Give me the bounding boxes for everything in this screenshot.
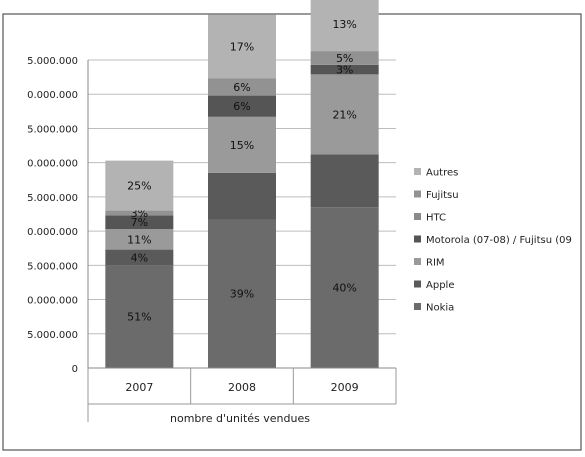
legend-swatch bbox=[414, 168, 421, 175]
y-tick-label: 5.000.000 bbox=[27, 56, 78, 67]
data-label: 6% bbox=[233, 81, 250, 94]
bar-segment-rim-2009 bbox=[310, 74, 379, 155]
bar-segment-autres-2007 bbox=[105, 160, 174, 211]
data-label: 3% bbox=[336, 64, 353, 77]
y-tick-label: 0.000.000 bbox=[27, 159, 78, 170]
legend-entry: Nokia bbox=[426, 303, 454, 314]
legend-swatch bbox=[414, 190, 421, 198]
legend-swatch bbox=[414, 235, 421, 243]
bar-segment-nokia-2009 bbox=[310, 207, 379, 368]
data-label: 11% bbox=[127, 233, 151, 246]
data-label: 17% bbox=[230, 41, 254, 54]
legend-entry: RIM bbox=[426, 258, 445, 269]
bar-segment-apple-2009 bbox=[310, 154, 379, 208]
bar-segment-apple-2008 bbox=[208, 172, 276, 220]
data-label: 39% bbox=[230, 288, 254, 301]
y-tick-label: 0 bbox=[72, 364, 78, 375]
bar-segment-motorola-07-08-fujitsu-09-2008 bbox=[208, 95, 276, 117]
y-tick-label: 5.000.000 bbox=[27, 124, 78, 135]
legend: Autres Fujitsu HTC Motorola (07-08) / Fujit… bbox=[414, 168, 572, 314]
bar-segment-rim-2008 bbox=[208, 116, 276, 173]
bar-segment-nokia-2008 bbox=[208, 219, 276, 368]
bar-segment-autres-2009 bbox=[310, 0, 379, 52]
chart-frame bbox=[2, 13, 582, 451]
data-label: 25% bbox=[127, 180, 151, 193]
x-axis-label: nombre d'unités vendues bbox=[170, 412, 310, 425]
legend-swatch bbox=[414, 213, 421, 220]
legend-entry: Motorola (07-08) / Fujitsu (09 bbox=[426, 235, 572, 246]
y-tick-label: 5.000.000 bbox=[27, 193, 78, 204]
legend-entry: Autres bbox=[426, 168, 458, 179]
legend-swatch bbox=[414, 280, 421, 288]
data-label: 51% bbox=[127, 311, 151, 324]
y-tick-label: 5.000.000 bbox=[27, 261, 78, 272]
data-label: 40% bbox=[332, 282, 356, 295]
legend-entry: Fujitsu bbox=[426, 190, 459, 201]
bar-segment-apple-2007 bbox=[105, 249, 174, 266]
axes-layer: 0 5.000.000 0.000.000 5.000.000 0.000.000 5.0… bbox=[27, 56, 397, 422]
data-label: 7% bbox=[131, 216, 148, 229]
x-tick-label: 2008 bbox=[228, 381, 256, 394]
y-tick-label: 0.000.000 bbox=[27, 227, 78, 238]
bar-segment-fujitsu-2008 bbox=[208, 78, 276, 96]
y-tick-label: 0.000.000 bbox=[27, 296, 78, 307]
bars-layer: 51%4%11%7%3%25%39%15%6%6%17%40%21%3%5%13… bbox=[105, 0, 379, 368]
data-label: 4% bbox=[131, 251, 148, 264]
bar-segment-motorola-07-08-fujitsu-09-2009 bbox=[310, 64, 379, 75]
y-tick-label: 0.000.000 bbox=[27, 90, 78, 101]
bar-segment-fujitsu-2009 bbox=[310, 51, 379, 65]
data-label: 13% bbox=[332, 18, 356, 31]
legend-entry: Apple bbox=[426, 280, 454, 291]
legend-swatch bbox=[414, 303, 421, 310]
bar-segment-autres-2008 bbox=[208, 14, 276, 79]
x-tick-label: 2007 bbox=[125, 381, 153, 394]
data-label: 15% bbox=[230, 139, 254, 152]
bar-segment-nokia-2007 bbox=[105, 265, 174, 368]
data-label: 21% bbox=[332, 108, 356, 121]
x-tick-label: 2009 bbox=[331, 381, 359, 394]
bar-segment-rim-2007 bbox=[105, 229, 174, 250]
bar-segment-fujitsu-2007 bbox=[105, 210, 174, 216]
data-label: 6% bbox=[233, 100, 250, 113]
legend-entry: HTC bbox=[426, 213, 446, 224]
legend-swatch bbox=[414, 258, 421, 265]
data-label: 5% bbox=[336, 52, 353, 65]
bar-segment-motorola-07-08-fujitsu-09-2007 bbox=[105, 215, 174, 230]
y-tick-label: 5.000.000 bbox=[27, 330, 78, 341]
